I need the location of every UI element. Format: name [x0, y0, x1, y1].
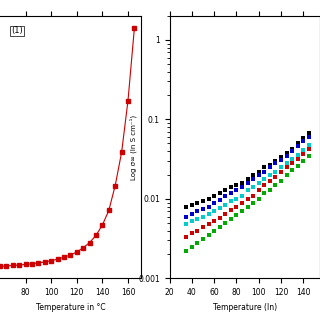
X-axis label: Temperature in °C: Temperature in °C	[36, 303, 105, 312]
X-axis label: Temperature (ln): Temperature (ln)	[213, 303, 277, 312]
Text: (1): (1)	[11, 27, 23, 36]
Y-axis label: Log σ∞ (ln S cm⁻¹): Log σ∞ (ln S cm⁻¹)	[129, 115, 137, 180]
